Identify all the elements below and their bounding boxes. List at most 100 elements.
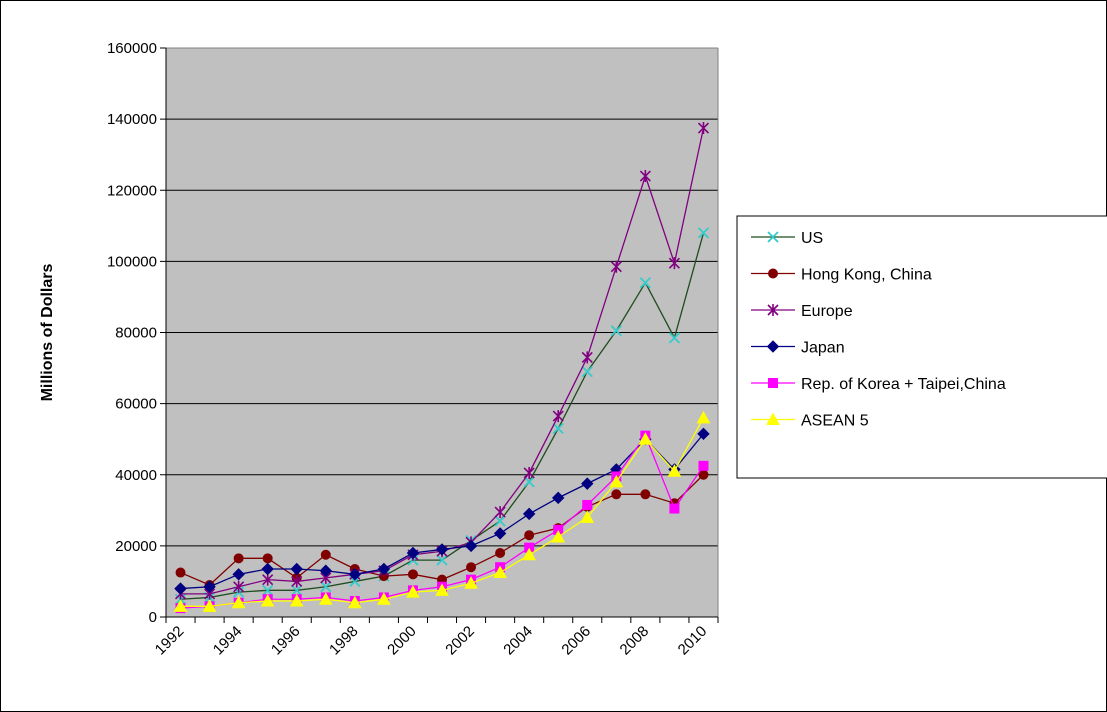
- data-point: [464, 576, 478, 589]
- legend-label: Europe: [801, 303, 853, 320]
- legend-marker: [768, 268, 778, 279]
- data-point: [494, 515, 506, 527]
- data-point: [494, 506, 506, 519]
- data-point: [261, 562, 274, 576]
- y-tick-label: 60000: [115, 396, 157, 413]
- data-point: [377, 592, 391, 605]
- legend-item: Europe: [751, 303, 853, 320]
- legend-label: Hong Kong, China: [801, 267, 932, 284]
- x-tick-label: 2010: [675, 623, 711, 659]
- data-point: [697, 227, 710, 239]
- data-point: [262, 573, 274, 586]
- data-point: [262, 553, 273, 564]
- data-point: [495, 547, 506, 558]
- data-point: [464, 539, 478, 553]
- data-point: [581, 351, 593, 364]
- data-point: [493, 527, 507, 540]
- data-point: [639, 170, 651, 183]
- legend-item: Hong Kong, China: [751, 267, 932, 284]
- data-point: [175, 567, 186, 578]
- x-tick-label: 2004: [500, 623, 536, 659]
- legend-item: Rep. of Korea + Taipei,China: [751, 376, 1006, 393]
- data-point: [233, 580, 245, 593]
- legend-marker: [766, 412, 780, 425]
- data-point: [291, 575, 303, 588]
- data-point: [232, 568, 245, 581]
- data-point: [289, 593, 304, 607]
- data-point: [233, 553, 244, 564]
- data-point: [611, 489, 622, 500]
- gridlines: [166, 47, 718, 547]
- y-tick-label: 20000: [115, 538, 157, 555]
- data-point: [174, 582, 187, 595]
- series-layer: [173, 122, 711, 614]
- y-axis-ticks: 0 20000 40000 60000 80000 100000 120000 140000 1…: [107, 40, 166, 626]
- data-point: [203, 580, 216, 593]
- data-point: [318, 592, 333, 605]
- x-tick-label: 2000: [384, 623, 420, 659]
- data-point: [697, 122, 710, 135]
- data-point: [552, 410, 564, 423]
- data-point: [435, 583, 449, 596]
- data-point: [231, 595, 246, 609]
- data-point: [668, 332, 681, 344]
- data-point: [580, 510, 595, 523]
- data-point: [466, 562, 477, 573]
- legend-marker: [766, 340, 780, 353]
- data-point: [698, 460, 709, 471]
- data-point: [697, 427, 710, 441]
- data-point: [581, 477, 594, 490]
- data-point: [522, 507, 536, 521]
- data-point: [640, 489, 651, 500]
- y-axis-label: Millions of Dollars: [39, 264, 56, 402]
- data-point: [435, 543, 449, 556]
- data-point: [436, 554, 448, 566]
- legend-label: Rep. of Korea + Taipei,China: [801, 376, 1006, 393]
- x-tick-label: 2008: [617, 623, 653, 659]
- data-point: [638, 432, 653, 445]
- data-point: [610, 260, 622, 273]
- data-point: [320, 581, 332, 593]
- data-point: [610, 325, 622, 337]
- data-point: [406, 585, 420, 598]
- data-point: [639, 277, 652, 289]
- y-tick-label: 100000: [107, 253, 157, 270]
- y-tick-label: 120000: [107, 182, 157, 199]
- data-point: [202, 599, 217, 612]
- data-point: [582, 499, 593, 510]
- y-tick-label: 80000: [115, 325, 157, 342]
- data-point: [552, 422, 564, 435]
- data-point: [493, 565, 507, 579]
- legend-item: ASEAN 5: [751, 412, 869, 430]
- data-point: [348, 568, 362, 581]
- legend-marker: [768, 378, 778, 388]
- data-point: [523, 466, 535, 479]
- x-axis-ticks: 1992 1994 1996 1998 2000 2002 2004 2006 2008 2010: [152, 617, 719, 659]
- data-point: [667, 464, 682, 477]
- data-point: [581, 365, 593, 378]
- data-point: [696, 410, 711, 424]
- x-tick-label: 1992: [152, 623, 188, 659]
- data-point: [347, 595, 362, 609]
- series-5: [173, 410, 711, 612]
- data-point: [260, 593, 275, 607]
- legend-label: ASEAN 5: [801, 413, 869, 430]
- data-point: [319, 564, 332, 577]
- y-tick-label: 0: [149, 609, 157, 626]
- y-tick-label: 40000: [115, 467, 157, 484]
- legend-marker: [767, 304, 779, 316]
- legend-box: [736, 215, 1107, 479]
- data-point: [407, 569, 418, 580]
- y-tick-label: 160000: [107, 40, 157, 57]
- data-point: [320, 549, 331, 560]
- data-point: [668, 257, 680, 270]
- legend-label: Japan: [801, 340, 845, 357]
- series-3: [174, 427, 710, 595]
- data-point: [377, 562, 391, 576]
- data-point: [609, 474, 624, 488]
- legend-item: Japan: [751, 340, 845, 357]
- data-point: [552, 491, 565, 505]
- data-point: [262, 584, 274, 596]
- data-point: [173, 599, 188, 612]
